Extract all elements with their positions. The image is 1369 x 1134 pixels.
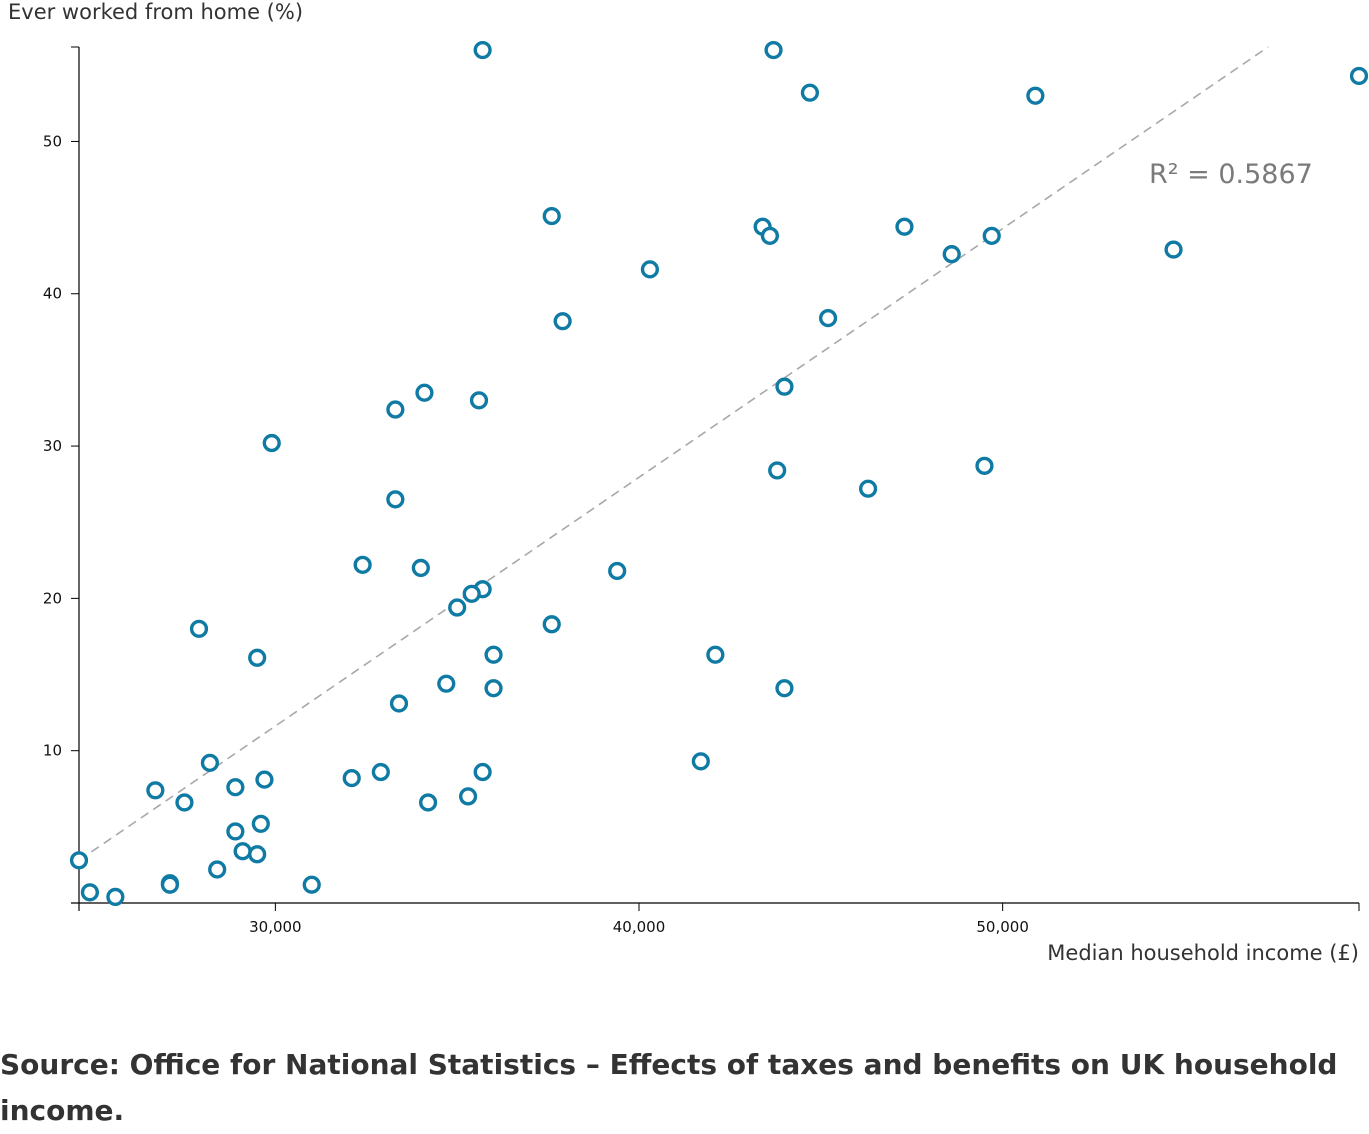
x-tick-label: 40,000	[613, 918, 666, 936]
data-point	[389, 694, 409, 713]
x-tick-label: 50,000	[976, 918, 1029, 936]
data-point	[226, 778, 245, 797]
data-point	[248, 845, 267, 864]
axes: 10 20 30 40 50 30,000 40,000 50,000	[43, 46, 1360, 936]
data-point	[469, 391, 489, 410]
data-point	[248, 648, 267, 667]
data-point	[255, 770, 274, 789]
data-point	[226, 822, 245, 841]
data-point	[818, 309, 838, 328]
trendline	[78, 46, 1269, 862]
data-point	[208, 860, 227, 879]
data-point	[800, 83, 820, 102]
data-point	[448, 598, 467, 617]
source-note: Source: Office for National Statistics –…	[0, 1048, 1338, 1127]
data-point	[760, 226, 780, 245]
data-point	[1164, 240, 1183, 259]
data-point	[1349, 66, 1369, 86]
data-point	[418, 793, 438, 812]
y-tick-label: 50	[43, 132, 62, 150]
r-squared-label: R² = 0.5867	[1149, 159, 1313, 190]
data-point	[1026, 86, 1045, 105]
data-point	[251, 814, 270, 833]
data-point	[484, 645, 503, 664]
scatter-chart: Ever worked from home (%) Median househo…	[8, 0, 1369, 965]
data-point	[175, 793, 194, 812]
data-point	[975, 456, 994, 475]
data-point	[189, 619, 209, 638]
points-group	[69, 40, 1369, 907]
data-point	[691, 752, 710, 771]
data-point	[371, 762, 390, 782]
data-point	[895, 217, 914, 236]
data-point	[768, 461, 787, 480]
y-tick-label: 40	[43, 285, 62, 303]
data-point	[437, 674, 456, 693]
data-point	[542, 206, 561, 226]
data-point	[462, 584, 481, 603]
data-point	[146, 781, 165, 800]
y-tick-label: 10	[43, 742, 62, 760]
data-point	[553, 312, 572, 331]
data-point	[200, 753, 220, 772]
data-point	[160, 875, 180, 894]
data-point	[69, 851, 89, 870]
data-point	[542, 615, 561, 634]
data-point	[411, 558, 430, 578]
y-tick-label: 30	[43, 437, 62, 455]
data-point	[80, 883, 100, 902]
x-tick-label: 30,000	[249, 918, 302, 936]
data-point	[775, 679, 794, 698]
data-point	[458, 787, 478, 806]
data-point	[982, 226, 1001, 245]
data-point	[484, 679, 503, 698]
data-point	[415, 383, 434, 402]
data-point	[858, 479, 878, 498]
data-point	[342, 769, 361, 788]
trendline-group	[78, 46, 1269, 862]
data-point	[353, 555, 372, 574]
data-point	[233, 842, 252, 861]
data-point	[775, 377, 794, 396]
y-tick-label: 20	[43, 589, 62, 607]
data-point	[473, 40, 492, 60]
data-point	[262, 433, 281, 453]
data-point	[640, 260, 660, 279]
x-axis-title: Median household income (£)	[1047, 941, 1359, 965]
data-point	[764, 40, 783, 60]
data-point	[386, 490, 405, 509]
data-point	[942, 245, 961, 264]
data-point	[302, 875, 321, 894]
data-point	[473, 762, 492, 782]
data-point	[106, 887, 125, 907]
data-point	[706, 645, 725, 664]
data-point	[608, 561, 627, 581]
y-axis-title: Ever worked from home (%)	[8, 0, 303, 24]
data-point	[386, 400, 405, 419]
